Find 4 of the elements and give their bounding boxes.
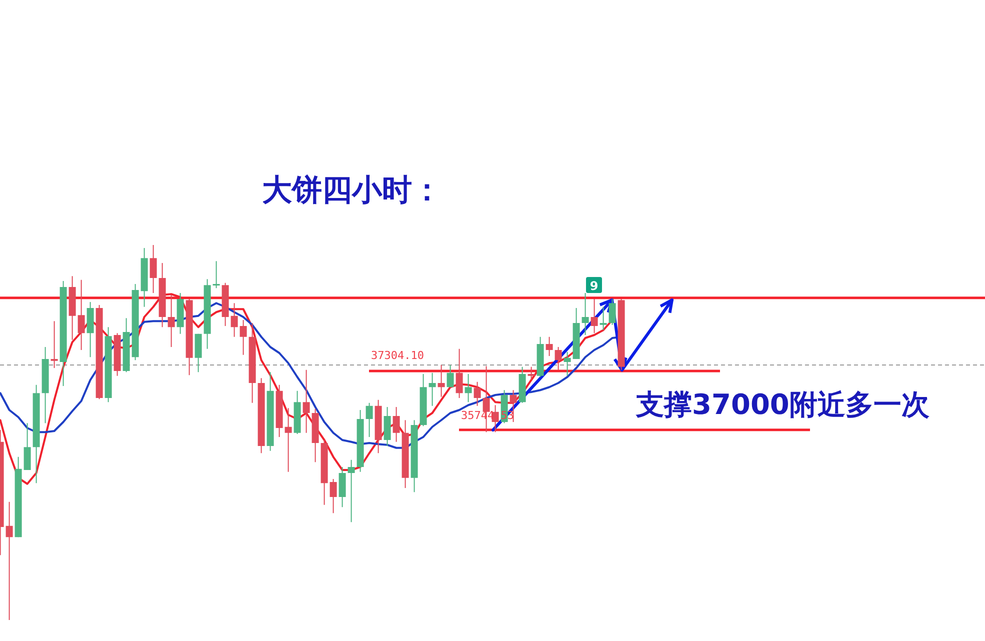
annotation: 9 (590, 279, 598, 293)
annotation: 37304.10 (371, 349, 424, 362)
chart-title: 大饼四小时： (262, 173, 442, 208)
text: 支撑37000附近多一次 (635, 388, 930, 421)
